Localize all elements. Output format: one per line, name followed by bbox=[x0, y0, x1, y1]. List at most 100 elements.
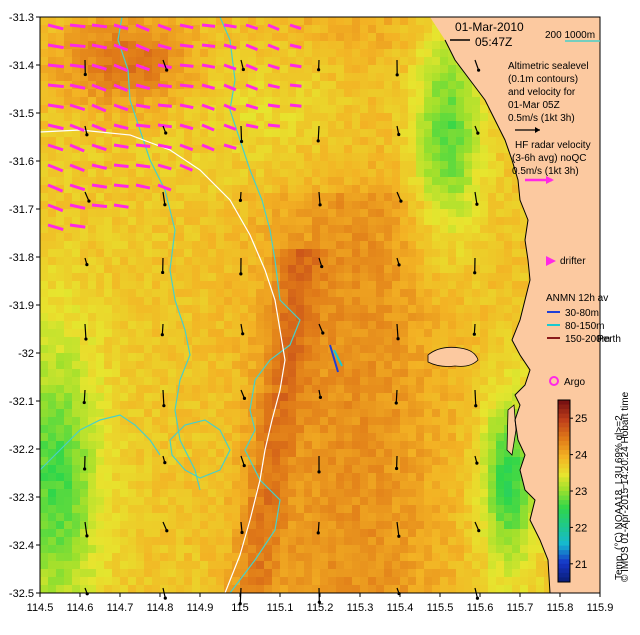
sst-cell bbox=[48, 513, 56, 521]
sst-cell bbox=[40, 465, 48, 473]
sst-cell bbox=[64, 161, 72, 169]
sst-cell bbox=[248, 57, 256, 65]
sst-cell bbox=[192, 489, 200, 497]
sst-cell bbox=[336, 273, 344, 281]
sst-cell bbox=[48, 257, 56, 265]
sst-cell bbox=[248, 49, 256, 57]
sst-cell bbox=[384, 361, 392, 369]
sst-cell bbox=[496, 161, 504, 169]
sst-cell bbox=[480, 185, 488, 193]
sst-cell bbox=[240, 281, 248, 289]
sst-cell bbox=[152, 193, 160, 201]
sst-cell bbox=[392, 217, 400, 225]
sst-cell bbox=[488, 569, 496, 577]
sst-cell bbox=[256, 321, 264, 329]
sst-cell bbox=[48, 545, 56, 553]
sst-cell bbox=[96, 433, 104, 441]
sst-cell bbox=[304, 497, 312, 505]
sst-cell bbox=[360, 113, 368, 121]
sst-cell bbox=[256, 17, 264, 25]
sst-cell bbox=[328, 425, 336, 433]
sst-cell bbox=[152, 153, 160, 161]
sst-cell bbox=[432, 217, 440, 225]
sst-cell bbox=[40, 521, 48, 529]
sst-cell bbox=[72, 153, 80, 161]
sst-cell bbox=[520, 561, 528, 569]
sst-cell bbox=[216, 121, 224, 129]
sst-cell bbox=[240, 89, 248, 97]
sst-cell bbox=[296, 41, 304, 49]
sst-cell bbox=[152, 41, 160, 49]
sst-cell bbox=[224, 225, 232, 233]
sst-cell bbox=[240, 73, 248, 81]
sst-cell bbox=[224, 49, 232, 57]
sst-cell bbox=[384, 545, 392, 553]
sst-cell bbox=[408, 473, 416, 481]
sst-cell bbox=[272, 361, 280, 369]
sst-cell bbox=[328, 377, 336, 385]
sst-cell bbox=[488, 113, 496, 121]
sst-cell bbox=[328, 433, 336, 441]
sst-cell bbox=[368, 481, 376, 489]
sst-cell bbox=[296, 97, 304, 105]
sst-cell bbox=[288, 73, 296, 81]
sst-cell bbox=[304, 537, 312, 545]
sst-cell bbox=[88, 345, 96, 353]
sst-cell bbox=[192, 273, 200, 281]
sst-cell bbox=[440, 417, 448, 425]
sst-cell bbox=[376, 129, 384, 137]
sst-cell bbox=[104, 281, 112, 289]
sst-cell bbox=[240, 121, 248, 129]
sst-cell bbox=[296, 577, 304, 585]
sst-cell bbox=[176, 89, 184, 97]
sst-cell bbox=[360, 465, 368, 473]
sst-cell bbox=[200, 169, 208, 177]
sst-cell bbox=[512, 209, 520, 217]
sst-cell bbox=[400, 289, 408, 297]
sst-cell bbox=[392, 145, 400, 153]
sst-cell bbox=[512, 569, 520, 577]
sst-cell bbox=[424, 137, 432, 145]
sst-cell bbox=[264, 481, 272, 489]
sst-cell bbox=[312, 473, 320, 481]
sst-cell bbox=[264, 225, 272, 233]
sst-cell bbox=[480, 329, 488, 337]
sst-cell bbox=[272, 553, 280, 561]
sst-cell bbox=[40, 25, 48, 33]
sst-cell bbox=[144, 57, 152, 65]
sst-cell bbox=[456, 497, 464, 505]
sst-cell bbox=[56, 209, 64, 217]
sst-cell bbox=[168, 289, 176, 297]
sst-cell bbox=[360, 409, 368, 417]
sst-cell bbox=[128, 121, 136, 129]
sst-cell bbox=[352, 49, 360, 57]
sst-cell bbox=[472, 433, 480, 441]
sst-cell bbox=[128, 297, 136, 305]
sst-cell bbox=[232, 209, 240, 217]
sst-cell bbox=[352, 177, 360, 185]
sst-cell bbox=[184, 201, 192, 209]
sst-cell bbox=[208, 529, 216, 537]
sst-cell bbox=[368, 41, 376, 49]
sst-cell bbox=[488, 393, 496, 401]
sst-cell bbox=[312, 73, 320, 81]
sst-cell bbox=[528, 497, 536, 505]
sst-cell bbox=[312, 81, 320, 89]
sst-cell bbox=[168, 209, 176, 217]
sst-cell bbox=[192, 409, 200, 417]
sst-cell bbox=[72, 97, 80, 105]
sst-cell bbox=[120, 97, 128, 105]
sst-cell bbox=[304, 449, 312, 457]
sst-cell bbox=[136, 585, 144, 593]
sst-cell bbox=[256, 441, 264, 449]
sst-cell bbox=[216, 209, 224, 217]
sst-cell bbox=[264, 289, 272, 297]
sst-cell bbox=[128, 553, 136, 561]
sst-cell bbox=[344, 313, 352, 321]
sst-cell bbox=[72, 265, 80, 273]
sst-cell bbox=[344, 513, 352, 521]
sst-cell bbox=[424, 129, 432, 137]
sst-cell bbox=[464, 433, 472, 441]
sst-cell bbox=[112, 513, 120, 521]
sst-cell bbox=[368, 241, 376, 249]
